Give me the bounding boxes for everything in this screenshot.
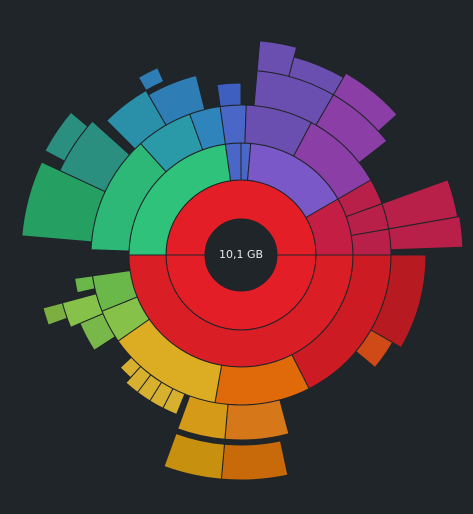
folder-segment[interactable]	[224, 399, 290, 441]
folder-segment[interactable]	[388, 215, 464, 251]
folder-segment[interactable]	[163, 432, 225, 480]
folder-segment[interactable]	[119, 356, 142, 379]
folder-segment[interactable]	[220, 440, 289, 481]
folder-segment[interactable]	[177, 395, 229, 440]
folder-segment[interactable]	[42, 302, 68, 326]
folder-segment[interactable]	[137, 67, 165, 92]
center-hole	[205, 219, 277, 291]
folder-segment[interactable]	[74, 275, 96, 294]
folder-segment[interactable]	[216, 82, 242, 108]
folder-segment[interactable]	[332, 72, 398, 132]
folder-segment[interactable]	[44, 111, 89, 162]
segments	[21, 40, 464, 481]
folder-segment[interactable]	[147, 74, 206, 126]
folder-segment[interactable]	[355, 329, 394, 369]
folder-segment[interactable]	[61, 293, 104, 328]
center-label: 10,1 GB	[219, 248, 263, 261]
